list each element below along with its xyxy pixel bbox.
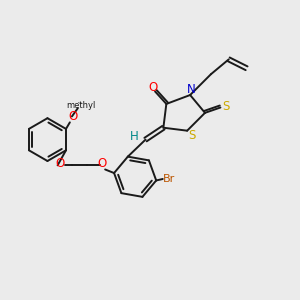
Text: Br: Br [163,174,175,184]
Text: O: O [97,157,106,170]
Text: methyl: methyl [78,101,83,103]
Text: O: O [148,81,157,94]
Text: O: O [68,110,77,123]
Text: S: S [188,129,195,142]
Text: N: N [187,83,196,97]
Text: methyl: methyl [66,100,95,109]
Text: H: H [130,130,139,142]
Text: O: O [55,157,64,170]
Text: S: S [223,100,230,112]
